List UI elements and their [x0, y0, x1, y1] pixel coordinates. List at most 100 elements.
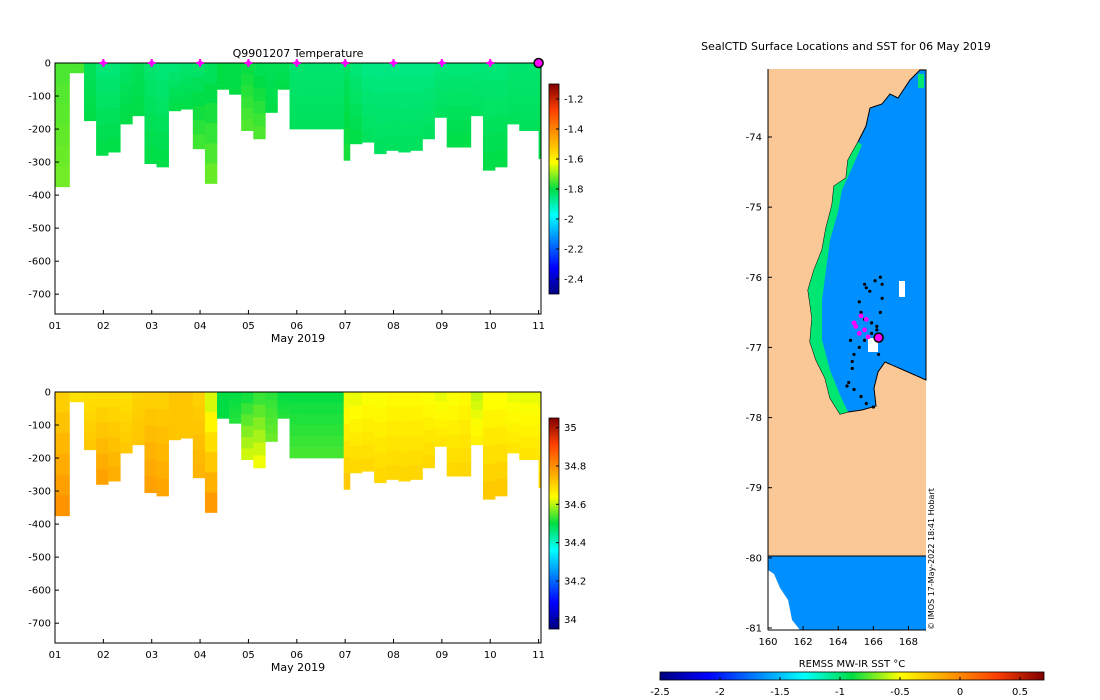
profile-cell [482, 445, 496, 464]
profile-cell [538, 63, 541, 80]
profile-cell [69, 71, 85, 74]
profile-cell [386, 464, 399, 480]
profile-column [343, 392, 351, 490]
profile-cell [180, 430, 194, 439]
profile-cell [132, 107, 145, 117]
profile-column [362, 392, 375, 472]
map-x-tick-label: 160 [758, 637, 777, 648]
track-point [845, 384, 849, 388]
profile-cell [253, 88, 266, 102]
profile-cell [84, 401, 97, 412]
profile-cell [507, 113, 520, 125]
profile-cell [265, 408, 278, 418]
profile-cell [458, 91, 472, 106]
profile-cell [265, 104, 278, 113]
profile-cell [217, 392, 230, 397]
profile-cell [265, 400, 278, 409]
profile-cell [253, 429, 266, 443]
profile-cell [470, 80, 484, 90]
profile-cell [482, 481, 496, 500]
profile-cell [434, 392, 448, 402]
profile-cell [538, 94, 541, 112]
profile-cell [55, 104, 70, 126]
profile-cell [289, 403, 302, 415]
y-tick-label: -400 [28, 520, 51, 531]
profile-cell [84, 101, 97, 112]
profile-cell [531, 414, 539, 427]
profile-cell [386, 121, 399, 137]
profile-cell [55, 474, 70, 496]
colorbar-tick-label: -1.2 [564, 95, 584, 106]
profile-column [144, 392, 157, 494]
profile-cell [422, 417, 435, 431]
profile-cell [241, 392, 254, 404]
profile-cell [180, 86, 194, 95]
profile-cell [538, 455, 541, 473]
profile-cell [434, 108, 448, 118]
profile-cell [362, 89, 375, 103]
profile-cell [84, 392, 97, 402]
profile-cell [217, 71, 230, 77]
colorbar-tick-label: -1.8 [564, 185, 584, 196]
profile-cell [343, 456, 351, 474]
recent-position [853, 323, 859, 329]
profile-cell [108, 392, 121, 408]
profile-cell [180, 93, 194, 102]
profile-column [495, 63, 508, 168]
profile-cell [253, 126, 266, 140]
profile-cell [482, 152, 496, 171]
profile-cell [253, 442, 266, 456]
track-point [862, 338, 867, 343]
profile-cell [253, 63, 266, 76]
profile-cell [482, 409, 496, 429]
profile-column [519, 63, 532, 132]
profile-cell [343, 392, 351, 409]
profile-cell [144, 459, 157, 477]
profile-cell [84, 72, 97, 83]
profile-cell [374, 422, 387, 438]
profile-column [204, 392, 218, 513]
profile-cell [84, 440, 97, 451]
x-tick-label: 03 [145, 321, 158, 332]
profile-column [241, 63, 254, 132]
profile-cell [343, 127, 351, 145]
profile-cell [507, 402, 520, 413]
profile-cell [69, 66, 85, 69]
profile-cell [446, 420, 460, 435]
profile-cell [482, 63, 496, 82]
profile-cell [349, 432, 363, 447]
profile-cell [277, 80, 290, 86]
profile-cell [120, 442, 133, 454]
profile-cell [458, 406, 472, 421]
profile-cell [434, 90, 448, 100]
profile-column [349, 63, 363, 145]
profile-column [458, 63, 472, 148]
profile-cell [241, 85, 254, 98]
profile-cell [538, 110, 541, 128]
profile-cell [144, 79, 157, 97]
profile-cell [108, 406, 121, 423]
profile-cell [156, 132, 169, 150]
x-tick-label: 08 [387, 321, 400, 332]
profile-cell [168, 431, 182, 441]
x-tick-label: 11 [532, 321, 545, 332]
profile-cell [343, 408, 351, 425]
profile-cell [470, 71, 484, 81]
profile-cell [289, 74, 302, 86]
profile-cell [192, 120, 206, 135]
profile-cell [301, 107, 344, 119]
profile-cell [519, 448, 532, 461]
profile-marker-dot [439, 60, 445, 66]
profile-cell [69, 396, 85, 399]
profile-cell [144, 475, 157, 494]
profile-cell [120, 103, 133, 115]
profile-column [519, 392, 532, 461]
profile-column [538, 392, 541, 489]
colorbar-tick-label: 34 [564, 615, 577, 626]
profile-marker-dot [342, 60, 348, 66]
profile-cell [519, 74, 532, 86]
profile-cell [398, 406, 411, 423]
x-tick-label: 06 [290, 321, 303, 332]
profile-cell [217, 67, 230, 73]
